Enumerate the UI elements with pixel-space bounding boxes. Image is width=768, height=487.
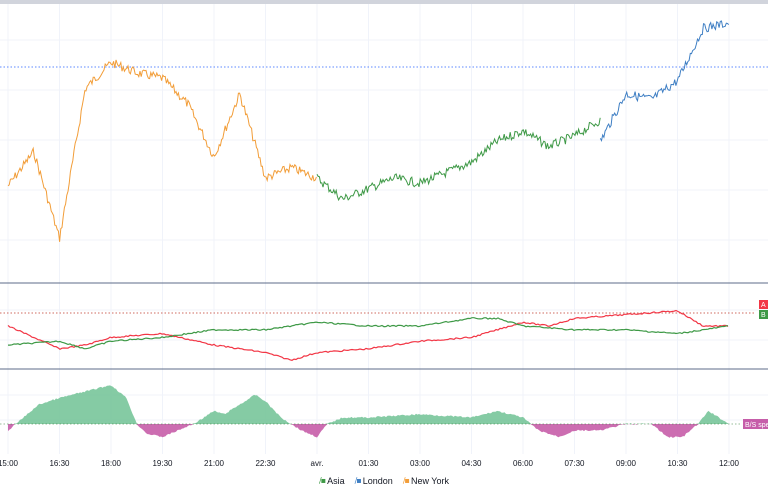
legend: ∕▪ Asia ∕▪ London ∕▪ New York [0, 474, 768, 487]
price-series-london [599, 20, 730, 143]
x-tick-label: avr. [311, 459, 324, 468]
x-tick-label: 16:30 [49, 459, 70, 468]
x-tick-label: 18:00 [101, 459, 122, 468]
histogram-badge-label: B/S spe [745, 422, 768, 429]
chart-canvas[interactable]: AB B/S spe 15:00 16:30 18:00 19:30 21:00 22:3… [0, 0, 768, 474]
x-tick-label: 22:30 [255, 459, 276, 468]
histogram-panel: B/S spe [0, 385, 768, 438]
histogram-negative-area [8, 424, 728, 438]
x-tick-label: 12:00 [719, 459, 740, 468]
x-tick-label: 09:00 [616, 459, 637, 468]
indicator-badge-a [759, 300, 768, 309]
x-tick-label: 15:00 [0, 459, 19, 468]
x-tick-label: 03:00 [410, 459, 431, 468]
legend-label: Asia [327, 475, 345, 486]
legend-item-asia[interactable]: ∕▪ Asia [319, 476, 345, 486]
x-tick-label: 07:30 [564, 459, 585, 468]
histogram-positive-area [8, 385, 728, 424]
indicator-series-a [7, 309, 729, 361]
x-tick-label: 06:00 [513, 459, 534, 468]
price-series-new-york [7, 59, 317, 242]
indicator-series-b [8, 317, 729, 350]
indicator-badge-label: A [761, 302, 766, 309]
legend-item-london[interactable]: ∕▪ London [355, 476, 393, 486]
x-tick-label: 21:00 [204, 459, 225, 468]
legend-item-new-york[interactable]: ∕▪ New York [403, 476, 449, 486]
indicator-panel: AB [0, 300, 768, 361]
x-tick-label: 19:30 [152, 459, 173, 468]
line-series-icon: ∕▪ [354, 476, 362, 485]
x-tick-label: 01:30 [358, 459, 379, 468]
price-panel [0, 20, 768, 242]
x-tick-label: 04:30 [461, 459, 482, 468]
indicator-badge-b [759, 310, 768, 319]
grid-lines [0, 4, 768, 454]
price-series-asia [316, 117, 601, 202]
indicator-badge-label: B [761, 312, 766, 319]
histogram-badge [743, 419, 768, 429]
line-series-icon: ∕▪ [402, 476, 410, 485]
line-series-icon: ∕▪ [319, 476, 326, 485]
top-bar [0, 0, 768, 4]
legend-label: London [362, 475, 393, 486]
x-axis: 15:00 16:30 18:00 19:30 21:00 22:30 avr. 01:30 0… [0, 459, 740, 468]
x-tick-label: 10:30 [667, 459, 688, 468]
legend-label: New York [410, 475, 449, 486]
